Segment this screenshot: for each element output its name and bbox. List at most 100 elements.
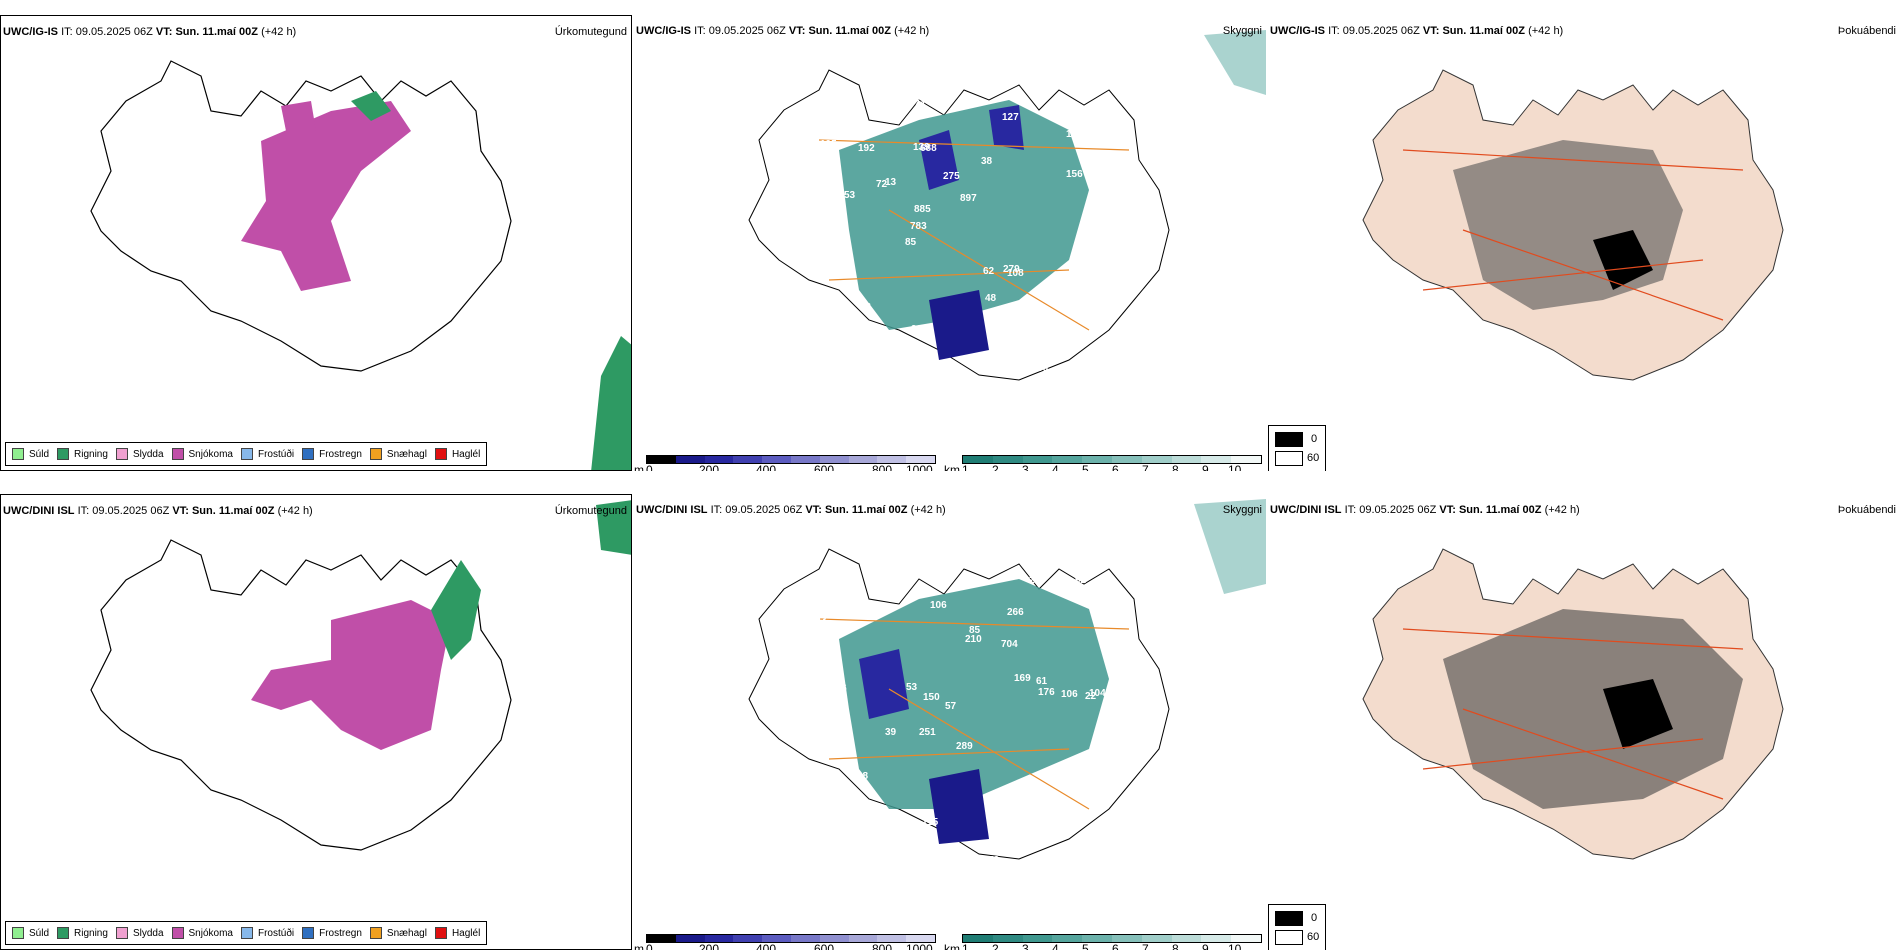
cloud-base-value: 169 <box>1014 673 1031 684</box>
fog-key-white <box>1275 451 1303 466</box>
fog-index-map <box>1362 548 1784 860</box>
legend-item: Rigning <box>57 927 108 939</box>
fog-key-black <box>1275 432 1303 447</box>
precip-type-panel-top: UWC/IG-IS IT: 09.05.2025 06Z VT: Sun. 11… <box>0 15 632 471</box>
cloud-base-value: 1 <box>818 670 824 681</box>
cloud-base-value: 897 <box>960 193 977 204</box>
vt-label: VT: <box>155 26 173 38</box>
visibility-panel-bottom: UWC/DINI ISL IT: 09.05.2025 06Z VT: Sun.… <box>634 494 1266 950</box>
cloud-base-value: 115 <box>922 817 939 828</box>
cloud-base-value: 72 <box>876 179 888 190</box>
legend-item: Frostregn <box>302 927 362 939</box>
cloud-base-value: 251 <box>919 727 936 738</box>
cloud-base-value: 34 <box>859 359 871 370</box>
cloud-base-labels-top: 81 399 125 85 38 216 139 275 1 13 163 179 688 897 108 1… <box>803 99 1105 390</box>
cloud-base-value: 146 <box>830 683 847 694</box>
swatch <box>57 448 70 460</box>
cloud-base-value: 279 <box>1003 264 1020 275</box>
cloud-base-value: 92 <box>1075 575 1087 586</box>
cloud-base-value: 132 <box>891 570 908 581</box>
cloud-base-value: 275 <box>943 171 960 182</box>
visibility-map <box>748 499 1266 860</box>
cloud-base-value: 22 <box>1085 691 1097 702</box>
cloud-base-value: 688 <box>920 143 937 154</box>
cloud-base-value: 87 <box>833 713 845 724</box>
cloud-base-value: 39 <box>885 727 897 738</box>
cloud-base-value: 157 <box>811 733 828 744</box>
cloud-base-value: 210 <box>965 634 982 645</box>
panel-header: UWC/DINI ISL IT: 09.05.2025 06Z VT: Sun.… <box>636 504 946 516</box>
swatch <box>240 448 253 460</box>
panel-header: UWC/DINI ISL IT: 09.05.2025 06Z VT: Sun.… <box>3 505 313 517</box>
fog-index-panel-top: UWC/IG-IS IT: 09.05.2025 06Z VT: Sun. 11… <box>1268 15 1900 471</box>
cloud-base-labels-bottom: 1322662225128987243704157210575525939951… <box>799 570 1106 875</box>
cloud-base-value: 55 <box>820 850 832 861</box>
cloud-base-value: 139 <box>913 142 930 153</box>
visibility-map <box>748 30 1266 381</box>
cloud-base-value: 61 <box>1036 676 1048 687</box>
cloud-base-value: 399 <box>815 205 832 216</box>
precip-legend: Súld Rigning Slydda Snjókoma Frostúði Fr… <box>5 921 488 945</box>
cloud-base-value: 156 <box>1066 169 1083 180</box>
cloud-base-value: 123 <box>967 863 984 874</box>
visibility-colorbar: km 1 2 3 4 5 6 7 8 9 10 <box>944 455 1262 471</box>
cloud-base-value: 74 <box>914 99 926 110</box>
cloud-base-value: 150 <box>923 692 940 703</box>
cloud-base-value: 72 <box>988 855 1000 866</box>
colorbar-bar <box>962 455 1262 464</box>
cloud-base-value: 106 <box>1061 689 1078 700</box>
cloud-base-value: 81 <box>1061 363 1073 374</box>
cloud-base-value: 85 <box>969 625 981 636</box>
swatch <box>115 448 128 460</box>
cloud-base-value: 85 <box>908 835 920 846</box>
legend-item: Frostúði <box>240 448 294 460</box>
panel-title: Skyggni <box>1222 25 1262 37</box>
precip-type-map <box>90 60 631 470</box>
swatch <box>369 448 382 460</box>
panel-header: UWC/IG-IS IT: 09.05.2025 06Z VT: Sun. 11… <box>1270 25 1564 37</box>
cloud-base-value: 243 <box>810 615 827 626</box>
legend-item: Snæhagl <box>369 927 427 939</box>
legend-item: Rigning <box>57 448 108 460</box>
it-label: IT: <box>61 26 73 38</box>
fog-index-map <box>1362 69 1784 381</box>
panel-header: UWC/IG-IS IT: 09.05.2025 06Z VT: Sun. 11… <box>3 26 296 38</box>
precip-legend: Súld Rigning Slydda Snjókoma Frostúði Fr… <box>5 442 488 466</box>
cloud-base-value: 160 <box>1040 819 1057 830</box>
cloud-base-value: 57 <box>945 701 957 712</box>
legend-item: Slydda <box>115 927 164 939</box>
cloud-base-value: 266 <box>1007 607 1024 618</box>
legend-item: Haglél <box>434 927 480 939</box>
cloud-base-value: 216 <box>830 368 847 379</box>
precip-type-map <box>90 500 631 851</box>
cloud-base-value: 92 <box>838 789 850 800</box>
cloud-base-value: 127 <box>1002 112 1019 123</box>
colorbar-bar <box>646 455 936 464</box>
precip-type-panel-bottom: UWC/DINI ISL IT: 09.05.2025 06Z VT: Sun.… <box>0 494 632 950</box>
cloud-base-value: 259 <box>884 583 901 594</box>
cloud-base-value: 72 <box>799 785 811 796</box>
cloud-base-value: 113 <box>889 864 906 875</box>
cloud-base-value: 195 <box>820 139 837 150</box>
cloud-base-value: 179 <box>851 337 868 348</box>
legend-item: Haglél <box>434 448 480 460</box>
legend-item: Snjókoma <box>171 927 233 939</box>
cloud-base-value: 289 <box>956 741 973 752</box>
cloud-base-value: 885 <box>914 204 931 215</box>
cloud-base-value: 53 <box>844 190 856 201</box>
swatch <box>12 448 24 460</box>
cloud-base-value: 104 <box>1089 688 1106 699</box>
cloud-base-value: 704 <box>1001 639 1018 650</box>
panel-title: Þokuábendi <box>1837 25 1896 37</box>
fog-index-key: 0 60 <box>1268 425 1326 471</box>
panel-header: UWC/DINI ISL IT: 09.05.2025 06Z VT: Sun.… <box>1270 504 1580 516</box>
cloud-base-value: 260 <box>945 379 962 390</box>
cloud-base-value: 176 <box>1038 687 1055 698</box>
legend-item: Súld <box>12 448 49 460</box>
cloud-base-value: 73 <box>1045 815 1057 826</box>
cloud-base-value: 85 <box>905 237 917 248</box>
legend-item: Frostúði <box>240 927 294 939</box>
init-time: 09.05.2025 06Z <box>75 26 153 38</box>
cloud-base-value: 13 <box>885 177 897 188</box>
swatch <box>434 448 447 460</box>
